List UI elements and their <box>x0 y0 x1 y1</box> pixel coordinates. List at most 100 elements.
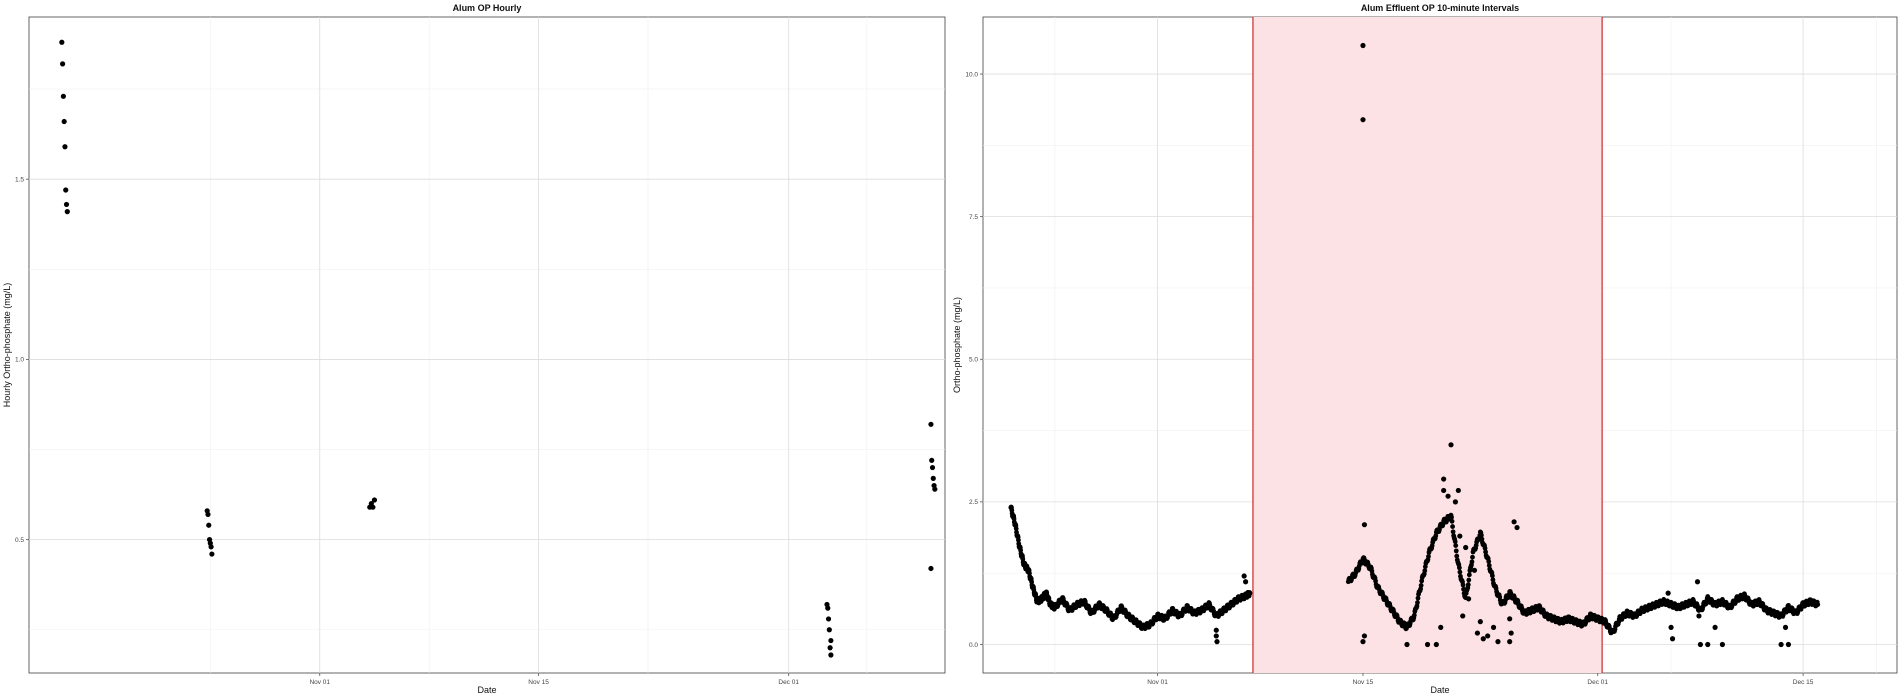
data-point <box>1485 633 1491 639</box>
data-point <box>1445 493 1451 499</box>
data-point <box>59 39 65 45</box>
series-point <box>1411 612 1417 618</box>
data-point <box>1495 639 1501 645</box>
data-point <box>1669 636 1676 642</box>
data-point <box>1471 567 1478 573</box>
hourly-chart-title: Alum OP Hourly <box>453 3 522 13</box>
interval-x-axis-title: Date <box>1430 685 1449 695</box>
data-point <box>1466 596 1472 602</box>
data-point <box>1779 613 1786 619</box>
data-point <box>1668 624 1674 630</box>
data-point <box>1441 476 1447 482</box>
series-point <box>1486 559 1492 564</box>
data-point <box>825 616 832 622</box>
series-point <box>1247 590 1253 596</box>
data-point <box>1448 442 1454 448</box>
data-point <box>63 187 69 193</box>
data-point <box>1477 619 1483 625</box>
data-point <box>1445 516 1451 522</box>
series-point <box>1453 543 1459 548</box>
data-point <box>1507 616 1513 622</box>
hourly-gridlines <box>29 17 945 673</box>
data-point <box>1241 573 1247 579</box>
x-tick-label: Nov 15 <box>1353 679 1374 686</box>
series-point <box>1016 537 1021 543</box>
data-point <box>828 637 834 644</box>
data-point <box>1508 630 1514 636</box>
data-point <box>1438 624 1444 630</box>
series-point <box>1454 553 1460 559</box>
interval-chart-title: Alum Effluent OP 10-minute Intervals <box>1361 3 1519 13</box>
data-point <box>929 457 935 463</box>
data-point <box>1480 636 1486 642</box>
data-point <box>370 504 376 510</box>
series-point <box>1469 559 1475 565</box>
data-point <box>928 421 934 427</box>
data-point <box>209 551 215 557</box>
data-point <box>1514 524 1520 531</box>
data-point <box>60 93 66 99</box>
data-point <box>1785 641 1792 648</box>
data-point <box>1782 624 1789 630</box>
interval-chart: Nov 01 Nov 15 Dec 01 Dec 15 0.0 2.5 5.0 7.5 10.0… <box>952 3 1898 695</box>
series-point <box>1013 526 1019 532</box>
data-point <box>930 475 936 481</box>
data-point <box>928 565 934 572</box>
series-point <box>1490 577 1496 583</box>
data-point <box>206 522 212 528</box>
data-point <box>1243 579 1249 585</box>
x-tick-label: Nov 01 <box>1147 679 1168 686</box>
x-tick-label: Dec 01 <box>778 679 799 686</box>
x-tick-label: Nov 15 <box>528 679 549 686</box>
data-point <box>1490 624 1497 630</box>
series-point <box>1486 563 1492 568</box>
y-tick-label: 0.5 <box>15 537 24 544</box>
data-point <box>1463 544 1469 551</box>
series-point <box>1460 582 1466 588</box>
series-point <box>1466 572 1472 578</box>
series-point <box>1415 595 1421 601</box>
data-point <box>208 544 214 550</box>
series-point <box>1478 532 1484 538</box>
data-point <box>1665 590 1671 596</box>
hourly-plot-panel <box>28 16 946 674</box>
interval-highlight-region <box>1252 17 1603 673</box>
data-point <box>1452 499 1459 505</box>
data-point <box>1460 613 1466 619</box>
data-point <box>1778 641 1784 648</box>
data-point <box>62 144 68 150</box>
series-point <box>1466 577 1472 583</box>
data-point <box>825 605 831 611</box>
data-point <box>1213 633 1219 639</box>
data-point <box>827 645 833 651</box>
y-tick-label: 7.5 <box>969 214 978 221</box>
interval-axes: Nov 01 Nov 15 Dec 01 Dec 15 0.0 2.5 5.0 7.5 10.0 <box>965 71 1813 686</box>
series-point <box>1449 518 1455 524</box>
data-point <box>1214 639 1220 645</box>
data-point <box>1455 487 1461 494</box>
data-point <box>1424 641 1431 648</box>
data-point <box>1712 624 1718 630</box>
data-point <box>371 497 378 503</box>
data-point <box>60 61 66 67</box>
hourly-y-axis-title: Hourly Ortho-phosphate (mg/L) <box>2 283 12 408</box>
data-point <box>1474 630 1481 636</box>
series-point <box>1815 602 1821 607</box>
data-point <box>1705 641 1711 648</box>
series-point <box>1465 582 1471 588</box>
series-point <box>1415 600 1420 605</box>
data-point <box>1697 641 1704 648</box>
data-point <box>1404 641 1410 648</box>
data-point <box>828 652 834 658</box>
interval-points <box>1008 42 1821 648</box>
data-point <box>1507 639 1513 645</box>
series-point <box>1422 568 1428 574</box>
data-point <box>1719 641 1726 648</box>
series-point <box>1470 554 1475 560</box>
series-point <box>1450 524 1455 529</box>
data-point <box>1694 579 1701 585</box>
data-point <box>932 486 938 492</box>
data-point <box>64 209 70 215</box>
series-point <box>1489 573 1495 579</box>
data-point <box>1360 42 1366 49</box>
